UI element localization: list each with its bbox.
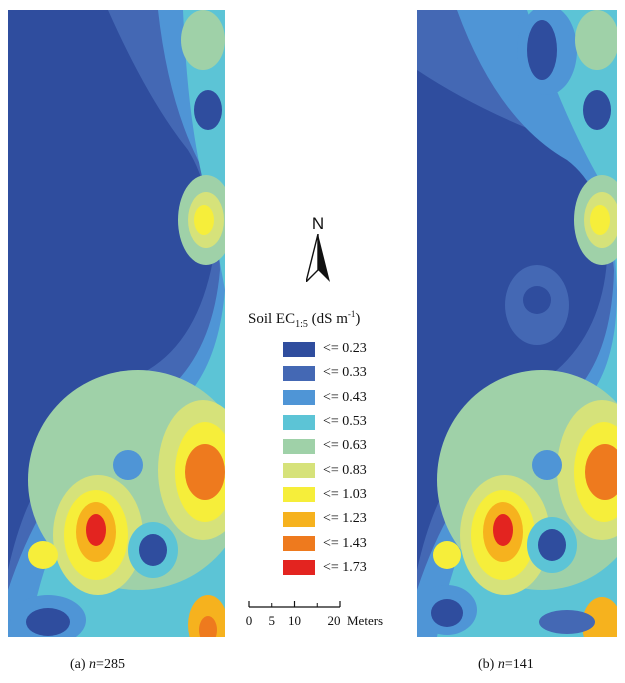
caption-a-prefix: (a) [70,657,90,672]
legend-swatch [283,414,315,430]
caption-a-variable: n [89,657,97,672]
map-b-raster [417,10,617,637]
legend-swatch [283,487,315,503]
caption-b-value: =141 [504,657,534,672]
caption-a: (a) n=285 [70,657,125,673]
legend-item: <= 0.63 [283,434,367,458]
map-a-panel [8,10,225,637]
scale-tick-label: 5 [268,613,276,628]
legend-swatch [283,463,315,479]
legend-item: <= 0.83 [283,458,367,482]
legend-label: <= 1.23 [323,511,367,527]
legend-swatch [283,560,315,576]
legend-swatch [283,341,315,357]
legend-title-unit: (dS m [307,311,348,327]
scale-unit: Meters [347,613,384,628]
legend-label: <= 0.63 [323,438,367,454]
legend-label: <= 1.73 [323,559,367,575]
legend-swatch [283,438,315,454]
scale-bar-line [248,601,341,608]
legend-title-close: ) [355,311,361,327]
legend-label: <= 0.83 [323,462,367,478]
north-arrow: N [296,214,340,284]
legend-label: <= 0.43 [323,389,367,405]
caption-a-value: =285 [96,657,125,672]
legend-title-main: Soil EC [248,311,296,327]
legend-swatch [283,390,315,406]
legend-item: <= 1.73 [283,556,367,580]
legend-item: <= 0.33 [283,361,367,385]
caption-b: (b) n=141 [478,657,534,673]
scale-tick-label: 20 [327,613,341,628]
legend-swatch [283,536,315,552]
legend-item: <= 1.23 [283,507,367,531]
map-a-raster [8,10,225,637]
legend-swatch [283,365,315,381]
legend-title-subscript: 1:5 [295,319,308,330]
legend-title-superscript: -1 [347,309,356,319]
legend-label: <= 0.23 [323,341,367,357]
north-arrow-icon [306,234,330,282]
legend: <= 0.23 <= 0.33 <= 0.43 <= 0.53 <= 0.63 … [283,337,367,580]
legend-label: <= 0.53 [323,414,367,430]
legend-item: <= 0.43 [283,386,367,410]
legend-item: <= 1.03 [283,483,367,507]
caption-b-variable: n [497,657,505,672]
scale-tick-label: 0 [245,613,253,628]
legend-label: <= 1.03 [323,486,367,502]
legend-title: Soil EC1:5 (dS m-1) [248,309,360,330]
legend-item: <= 0.53 [283,410,367,434]
legend-swatch [283,511,315,527]
legend-label: <= 1.43 [323,535,367,551]
scale-bar: 0 5 10 20 Meters [244,598,404,632]
caption-b-prefix: (b) [478,657,498,672]
north-label: N [311,214,325,233]
scale-tick-label: 10 [288,613,301,628]
legend-item: <= 1.43 [283,531,367,555]
legend-item: <= 0.23 [283,337,367,361]
map-b-panel [417,10,617,637]
legend-label: <= 0.33 [323,365,367,381]
